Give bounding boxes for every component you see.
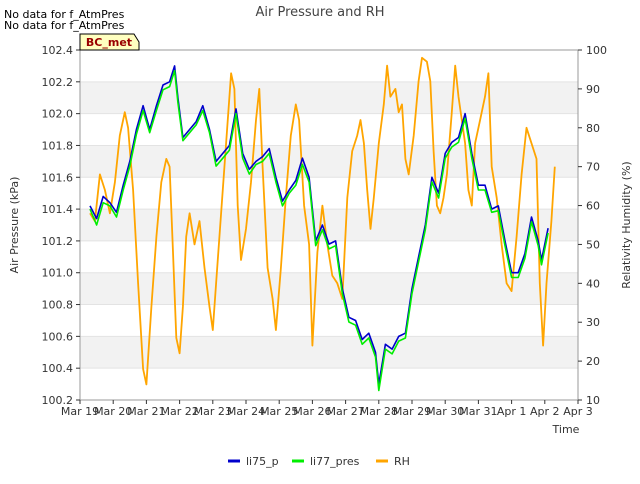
grid-band xyxy=(80,272,578,305)
x-tick-label: Apr 1 xyxy=(497,405,527,418)
right-axis-ticks: 10 20 30 40 50 60 70 80 90 100 xyxy=(578,44,607,407)
no-data-note-1: No data for f_AtmPres xyxy=(4,8,125,21)
legend-label-rh: RH xyxy=(394,455,410,468)
left-axis-label: Air Pressure (kPa) xyxy=(8,177,21,274)
x-tick-label: Mar 22 xyxy=(160,405,198,418)
x-tick-label: Mar 28 xyxy=(360,405,398,418)
station-badge-label: BC_met xyxy=(86,36,132,49)
legend-label-li75-p: li75_p xyxy=(246,455,279,468)
x-tick-label: Mar 29 xyxy=(393,405,431,418)
x-tick-label: Mar 30 xyxy=(426,405,464,418)
left-tick-label: 101.8 xyxy=(42,139,74,152)
right-tick-label: 30 xyxy=(586,316,600,329)
left-tick-label: 101.6 xyxy=(42,171,74,184)
grid-band xyxy=(80,209,578,241)
left-tick-label: 100.2 xyxy=(42,394,74,407)
left-tick-label: 102.4 xyxy=(42,44,74,57)
right-tick-label: 20 xyxy=(586,355,600,368)
grid-band xyxy=(80,145,578,178)
station-badge: BC_met xyxy=(79,33,140,51)
no-data-note-2: No data for f_AtmPres xyxy=(4,19,125,32)
x-tick-label: Mar 24 xyxy=(227,405,265,418)
right-tick-label: 40 xyxy=(586,277,600,290)
x-tick-label: Apr 3 xyxy=(563,405,593,418)
x-tick-label: Mar 23 xyxy=(194,405,232,418)
right-tick-label: 60 xyxy=(586,200,600,213)
background-bands xyxy=(80,49,578,401)
left-tick-label: 101.4 xyxy=(42,203,74,216)
right-tick-label: 70 xyxy=(586,161,600,174)
x-tick-label: Mar 20 xyxy=(94,405,132,418)
right-tick-label: 80 xyxy=(586,122,600,135)
x-tick-label: Mar 25 xyxy=(260,405,298,418)
x-tick-label: Mar 31 xyxy=(459,405,497,418)
grid-band xyxy=(80,336,578,369)
x-tick-label: Mar 19 xyxy=(61,405,99,418)
x-tick-label: Mar 26 xyxy=(293,405,331,418)
series-layer xyxy=(89,56,556,392)
left-tick-label: 100.8 xyxy=(42,299,74,312)
left-axis-ticks: 100.2 100.4 100.6 100.8 101.0 101.2 101.4 101.6… xyxy=(42,44,80,407)
legend: li75_p li77_pres RH xyxy=(228,455,410,468)
right-tick-label: 10 xyxy=(586,394,600,407)
left-tick-label: 100.6 xyxy=(42,330,74,343)
left-tick-label: 102.2 xyxy=(42,76,74,89)
series-line-li75-p xyxy=(89,65,549,385)
left-tick-label: 101.0 xyxy=(42,267,74,280)
x-tick-label: Apr 2 xyxy=(530,405,560,418)
plot-frame xyxy=(79,49,579,401)
x-tick-label: Mar 27 xyxy=(326,405,364,418)
left-tick-label: 101.2 xyxy=(42,235,74,248)
right-tick-label: 90 xyxy=(586,83,600,96)
right-tick-label: 50 xyxy=(586,238,600,251)
x-tick-label: Mar 21 xyxy=(127,405,165,418)
series-line-li77-pres xyxy=(89,69,549,392)
legend-label-li77-pres: li77_pres xyxy=(310,455,360,468)
left-tick-label: 100.4 xyxy=(42,362,74,375)
x-axis-label: Time xyxy=(552,423,580,436)
right-tick-label: 100 xyxy=(586,44,607,57)
chart-title: Air Pressure and RH xyxy=(255,5,384,20)
left-tick-label: 102.0 xyxy=(42,108,74,121)
right-axis-label: Relativity Humidity (%) xyxy=(620,161,633,288)
